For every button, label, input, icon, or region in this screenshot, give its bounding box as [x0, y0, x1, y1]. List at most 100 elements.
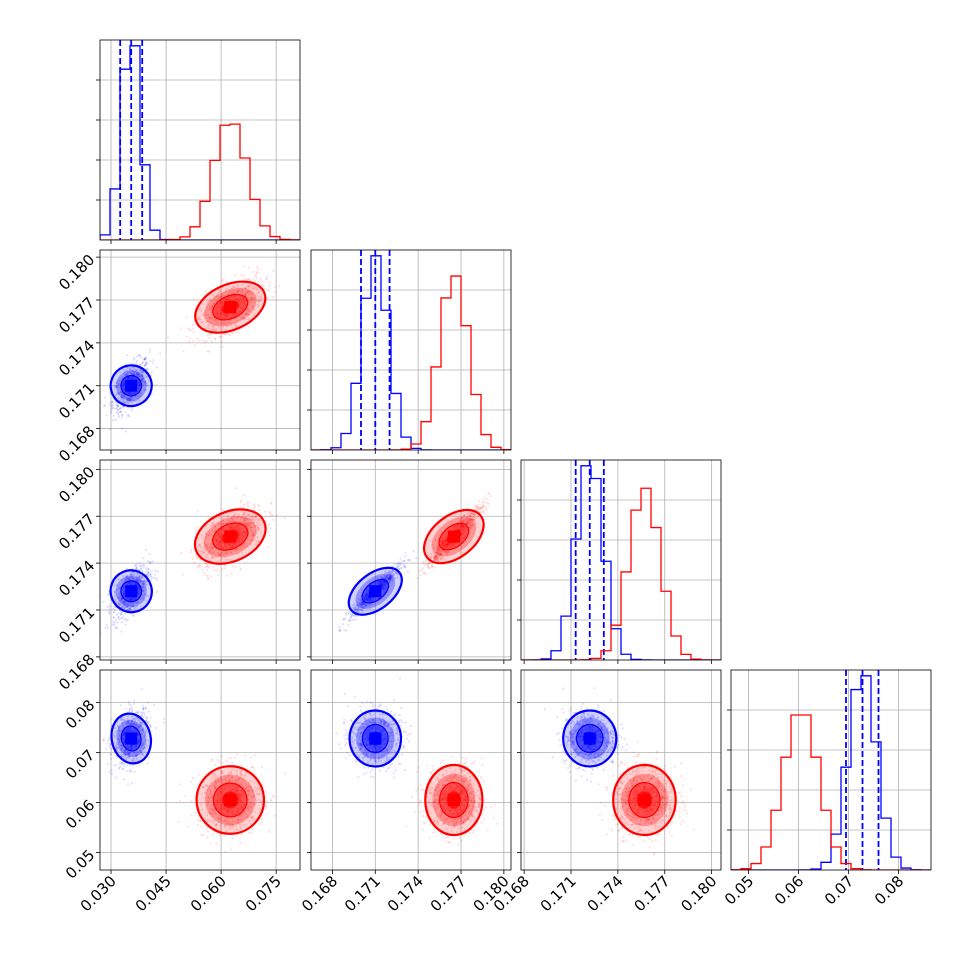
- sample-point: [115, 381, 119, 384]
- sample-point: [138, 371, 141, 374]
- sample-point: [128, 397, 131, 400]
- sample-point: [219, 542, 222, 545]
- sample-point: [215, 314, 218, 317]
- sample-point: [226, 297, 230, 300]
- sample-point: [210, 533, 213, 536]
- sample-point: [229, 551, 232, 555]
- sample-point: [131, 373, 134, 376]
- sample-point: [138, 576, 141, 579]
- sample-point: [209, 549, 212, 552]
- sample-point: [138, 394, 141, 397]
- sample-point: [124, 603, 127, 606]
- sample-point: [131, 577, 134, 580]
- sample-point: [214, 555, 217, 558]
- sample-point: [139, 363, 142, 366]
- sample-point: [233, 544, 236, 547]
- sample-point: [272, 269, 275, 272]
- sample-point: [108, 770, 111, 774]
- sample-point: [154, 573, 157, 576]
- sample-point: [232, 288, 235, 291]
- sample-point: [358, 606, 361, 609]
- sample-point: [126, 397, 129, 400]
- sample-point: [257, 526, 260, 530]
- sample-point: [130, 575, 133, 579]
- sample-point: [122, 384, 126, 387]
- sample-point: [202, 542, 205, 545]
- sample-point: [205, 544, 208, 547]
- sample-point: [218, 297, 221, 300]
- sample-point: [230, 517, 233, 520]
- sample-point: [234, 542, 237, 545]
- sample-point: [217, 555, 220, 558]
- sample-point: [478, 500, 481, 503]
- sample-point: [125, 605, 129, 608]
- sample-point: [363, 595, 367, 598]
- sample-point: [142, 583, 145, 586]
- sample-point: [239, 288, 242, 291]
- sample-point: [133, 578, 136, 582]
- sample-point: [234, 322, 238, 325]
- sample-point: [218, 306, 221, 310]
- sample-point: [426, 566, 429, 569]
- sample-point: [142, 706, 145, 710]
- sample-point: [200, 321, 204, 324]
- sample-point: [246, 524, 249, 527]
- sample-point: [382, 585, 386, 588]
- sample-point: [256, 303, 259, 306]
- sample-point: [122, 602, 126, 605]
- sample-point: [249, 296, 253, 299]
- sample-point: [137, 585, 140, 588]
- sample-point: [255, 514, 258, 517]
- sample-point: [268, 281, 271, 284]
- sample-point: [215, 311, 218, 314]
- sample-point: [211, 556, 214, 559]
- sample-point: [253, 312, 256, 315]
- sample-point: [139, 580, 142, 584]
- sample-point: [255, 521, 258, 524]
- sample-point: [128, 391, 131, 394]
- sample-point: [126, 598, 129, 601]
- sample-point: [124, 605, 127, 608]
- sample-point: [141, 576, 144, 579]
- sample-point: [232, 515, 235, 518]
- sample-point: [129, 361, 132, 364]
- sample-point: [121, 605, 124, 608]
- sample-point: [234, 274, 237, 277]
- sample-point: [223, 564, 226, 567]
- sample-point: [209, 552, 212, 555]
- sample-point: [235, 298, 238, 301]
- sample-point: [140, 362, 143, 365]
- sample-point: [254, 274, 257, 277]
- sample-point: [385, 576, 388, 579]
- sample-point: [234, 525, 237, 528]
- sample-point: [357, 606, 360, 609]
- sample-point: [118, 599, 121, 602]
- sample-point: [123, 387, 126, 390]
- sample-point: [131, 598, 134, 602]
- density-peak-series-1: [447, 530, 460, 543]
- sample-point: [128, 400, 132, 404]
- sample-point: [246, 524, 249, 527]
- sample-point: [206, 564, 209, 567]
- sample-point: [388, 576, 391, 579]
- sample-point: [134, 369, 137, 372]
- sample-point: [396, 576, 399, 579]
- sample-point: [369, 598, 372, 601]
- sample-point: [339, 629, 342, 632]
- sample-point: [126, 618, 129, 621]
- sample-point: [129, 607, 132, 610]
- sample-point: [368, 598, 371, 601]
- sample-point: [141, 379, 144, 382]
- sample-point: [235, 286, 238, 289]
- sample-point: [253, 297, 256, 300]
- sample-point: [219, 312, 222, 315]
- sample-point: [137, 589, 140, 592]
- sample-point: [132, 369, 135, 372]
- sample-point: [122, 384, 125, 387]
- sample-point: [246, 522, 249, 526]
- sample-point: [138, 575, 141, 579]
- density-peak-series-0: [125, 379, 138, 392]
- sample-point: [119, 604, 122, 607]
- sample-point: [221, 555, 224, 559]
- sample-point: [217, 533, 220, 536]
